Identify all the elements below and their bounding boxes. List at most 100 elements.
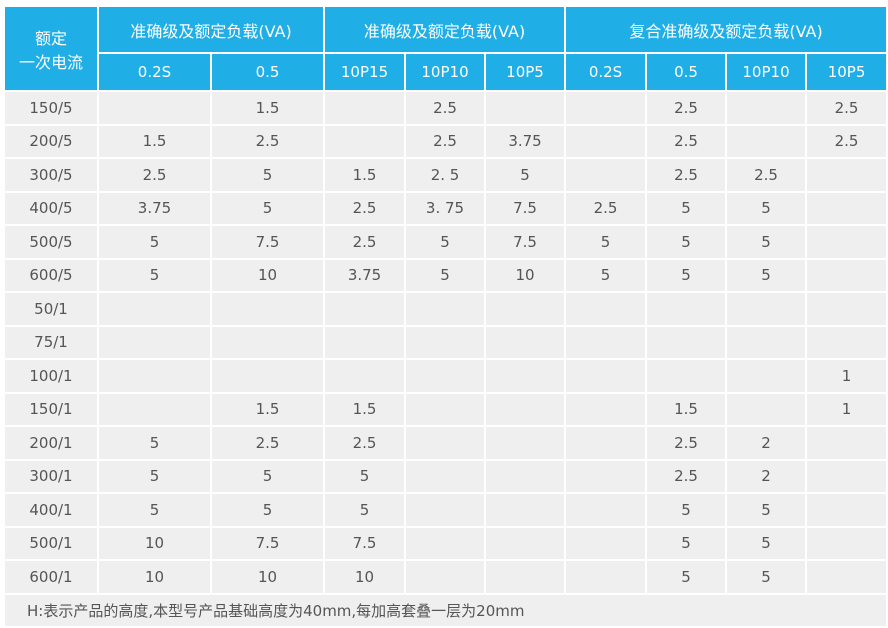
- table-row: 300/1 5 5 5 2.5 2: [3, 458, 888, 494]
- table-row: 150/5 1.5 2.5 2.5 2.5: [3, 90, 888, 126]
- load-value-cell: [805, 559, 888, 595]
- table-row: 100/1 1: [3, 358, 888, 394]
- table-row: 150/1 1.5 1.5 1.5 1: [3, 391, 888, 427]
- load-value-cell: [564, 291, 648, 327]
- load-value-cell: 1.5: [645, 391, 728, 427]
- accuracy-class-header: 10P10: [725, 52, 808, 92]
- load-value-cell: [323, 358, 407, 394]
- load-value-cell: 5: [645, 559, 728, 595]
- load-value-cell: [725, 358, 808, 394]
- load-value-cell: 2: [725, 425, 808, 461]
- header-row-classes: 0.2S 0.5 10P15 10P10 10P5 0.2S 0.5 10P10 10P5: [4, 52, 888, 92]
- load-value-cell: 5: [97, 257, 212, 293]
- load-value-cell: [323, 291, 407, 327]
- load-value-cell: 5: [209, 157, 326, 193]
- load-value-cell: [404, 291, 487, 327]
- load-value-cell: [484, 391, 567, 427]
- load-value-cell: [484, 425, 567, 461]
- load-value-cell: [725, 123, 808, 159]
- load-value-cell: [404, 425, 487, 461]
- load-value-cell: [404, 458, 487, 494]
- load-value-cell: [805, 458, 888, 494]
- load-value-cell: 5: [484, 157, 567, 193]
- load-value-cell: [97, 291, 212, 327]
- load-value-cell: 5: [645, 492, 728, 528]
- load-value-cell: [484, 525, 567, 561]
- load-value-cell: [564, 559, 648, 595]
- load-value-cell: 2.5: [805, 123, 888, 159]
- load-value-cell: [805, 425, 888, 461]
- load-value-cell: [805, 190, 888, 226]
- load-value-cell: 2.5: [564, 190, 648, 226]
- load-value-cell: 1.5: [209, 391, 326, 427]
- load-value-cell: 1: [805, 391, 888, 427]
- load-value-cell: [645, 358, 728, 394]
- load-value-cell: [97, 358, 212, 394]
- table-row: 75/1: [3, 324, 888, 360]
- load-value-cell: [564, 492, 648, 528]
- load-value-cell: 2.5: [645, 425, 728, 461]
- rated-current-cell: 300/5: [3, 157, 99, 193]
- load-value-cell: 2.5: [323, 425, 407, 461]
- load-value-cell: 2.5: [645, 157, 728, 193]
- rated-current-cell: 200/5: [3, 123, 99, 159]
- load-value-cell: 5: [725, 190, 808, 226]
- table-row: 50/1: [3, 291, 888, 327]
- load-value-cell: [484, 358, 567, 394]
- accuracy-class-header: 0.2S: [97, 52, 212, 92]
- load-value-cell: [404, 324, 487, 360]
- load-value-cell: [404, 559, 487, 595]
- load-value-cell: 2. 5: [404, 157, 487, 193]
- load-value-cell: 5: [725, 559, 808, 595]
- table-row: 200/1 5 2.5 2.5 2.5 2: [3, 425, 888, 461]
- load-value-cell: [805, 157, 888, 193]
- load-value-cell: 3.75: [484, 123, 567, 159]
- load-value-cell: 1.5: [323, 391, 407, 427]
- load-value-cell: 5: [97, 224, 212, 260]
- load-value-cell: 3. 75: [404, 190, 487, 226]
- load-value-cell: [645, 291, 728, 327]
- load-value-cell: 2.5: [97, 157, 212, 193]
- rated-current-cell: 50/1: [3, 291, 99, 327]
- footnote-row: H:表示产品的高度,本型号产品基础高度为40mm,每加高套叠一层为20mm: [2, 592, 888, 628]
- load-value-cell: [484, 90, 567, 126]
- load-value-cell: 5: [564, 257, 648, 293]
- load-value-cell: 5: [404, 257, 487, 293]
- load-value-cell: [484, 559, 567, 595]
- header-row-groups: 额定 一次电流 准确级及额定负载(VA) 准确级及额定负载(VA) 复合准确级及额…: [3, 5, 888, 92]
- table-row: 300/5 2.5 5 1.5 2. 5 5 2.5 2.5: [3, 157, 888, 193]
- load-value-cell: [404, 358, 487, 394]
- load-value-cell: [209, 358, 326, 394]
- load-value-cell: [484, 458, 567, 494]
- load-value-cell: [645, 324, 728, 360]
- table-row: 600/1 10 10 10 5 5: [3, 559, 888, 595]
- load-value-cell: 10: [97, 525, 212, 561]
- load-value-cell: [564, 458, 648, 494]
- load-value-cell: 2.5: [404, 90, 487, 126]
- load-value-cell: 1.5: [209, 90, 326, 126]
- load-value-cell: 2.5: [805, 90, 888, 126]
- load-value-cell: [97, 90, 212, 126]
- load-value-cell: 7.5: [484, 224, 567, 260]
- load-value-cell: [805, 492, 888, 528]
- rated-current-header: 额定 一次电流: [3, 5, 99, 92]
- load-value-cell: 1: [805, 358, 888, 394]
- load-value-cell: 5: [209, 190, 326, 226]
- load-value-cell: 5: [645, 224, 728, 260]
- load-value-cell: [805, 257, 888, 293]
- load-value-cell: 5: [645, 257, 728, 293]
- rated-current-cell: 75/1: [3, 324, 99, 360]
- load-value-cell: 10: [484, 257, 567, 293]
- load-value-cell: 5: [97, 458, 212, 494]
- load-value-cell: [564, 358, 648, 394]
- load-value-cell: [564, 425, 648, 461]
- rated-current-cell: 600/5: [3, 257, 99, 293]
- load-value-cell: 5: [725, 525, 808, 561]
- load-value-cell: [323, 123, 407, 159]
- load-value-cell: [404, 492, 487, 528]
- load-value-cell: 2.5: [645, 90, 728, 126]
- load-value-cell: 5: [97, 425, 212, 461]
- rated-current-cell: 500/5: [3, 224, 99, 260]
- table-row: 400/5 3.75 5 2.5 3. 75 7.5 2.5 5 5: [3, 190, 888, 226]
- load-value-cell: [725, 90, 808, 126]
